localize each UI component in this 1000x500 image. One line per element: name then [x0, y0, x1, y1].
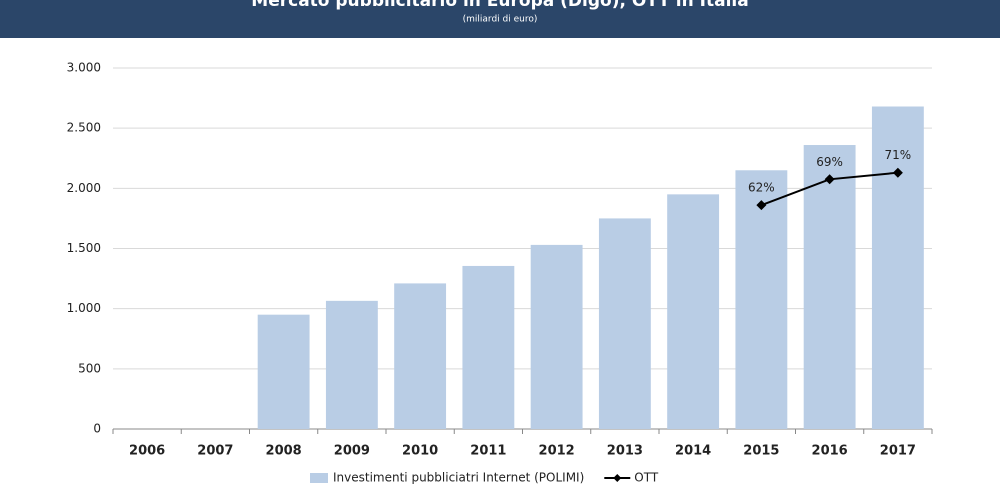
y-tick-label: 3.000: [67, 61, 101, 75]
x-tick-label: 2012: [539, 444, 575, 459]
y-tick-label: 2.500: [67, 121, 101, 135]
y-tick-label: 2.000: [67, 181, 101, 195]
annotation: 69%: [816, 155, 843, 169]
x-tick-label: 2013: [607, 444, 643, 459]
x-tick-label: 2017: [880, 444, 916, 459]
x-tick-label: 2015: [743, 444, 779, 459]
y-tick-label: 1.000: [67, 301, 101, 315]
x-tick-label: 2016: [812, 444, 848, 459]
x-tick-label: 2009: [334, 444, 370, 459]
bar: [462, 265, 515, 429]
line-marker: [892, 167, 903, 178]
chart-subtitle: (miliardi di euro): [463, 15, 538, 25]
x-tick-label: 2006: [129, 444, 165, 459]
y-tick-label: 1.500: [67, 241, 101, 255]
annotation: 71%: [885, 148, 912, 162]
header-bar: [0, 0, 1000, 38]
bar: [667, 194, 720, 429]
bar: [325, 300, 378, 429]
x-tick-label: 2007: [197, 444, 233, 459]
chart-title: Mercato pubblicitario in Europa (Digo), …: [251, 0, 748, 11]
annotation: 62%: [748, 181, 775, 195]
x-tick-label: 2011: [470, 444, 506, 459]
x-tick-label: 2010: [402, 444, 438, 459]
x-tick-label: 2014: [675, 444, 711, 459]
bar: [257, 314, 310, 429]
bar: [871, 106, 924, 430]
legend-swatch: [613, 474, 622, 482]
bar: [735, 170, 788, 430]
bar: [530, 244, 583, 429]
bar: [394, 283, 447, 429]
legend-label: OTT: [634, 471, 659, 485]
line-marker: [756, 200, 767, 211]
line-marker: [824, 174, 835, 185]
legend-label: Investimenti pubbliciatri Internet (POLI…: [333, 471, 584, 485]
x-tick-label: 2008: [266, 444, 302, 459]
y-tick-label: 0: [93, 422, 101, 436]
legend-swatch: [310, 473, 328, 483]
y-tick-label: 500: [78, 361, 101, 375]
bar: [598, 218, 651, 429]
bar: [803, 145, 856, 429]
